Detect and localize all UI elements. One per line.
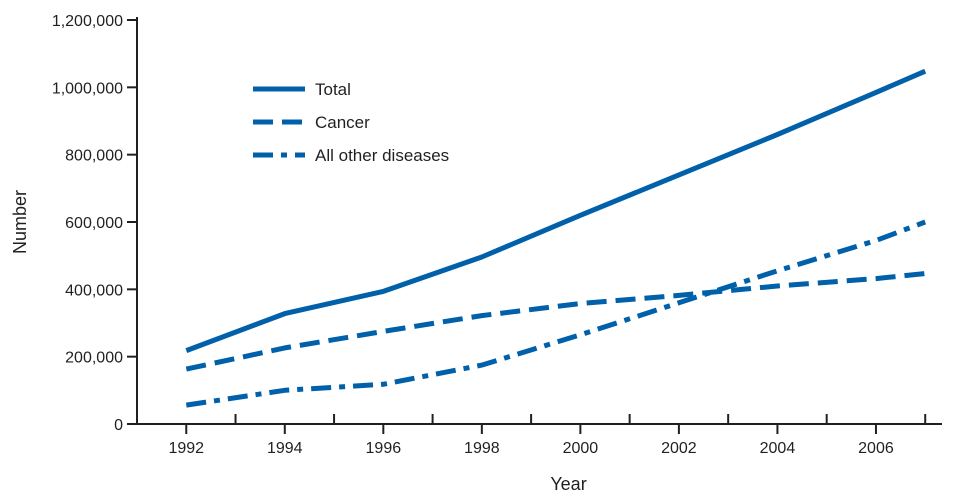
- y-tick-label: 400,000: [65, 282, 123, 299]
- series-line-total: [185, 68, 927, 353]
- y-tick-label: 200,000: [65, 350, 123, 367]
- legend-label: Total: [315, 80, 351, 99]
- y-tick-label: 800,000: [65, 148, 123, 165]
- y-ticks: 0 200,000 400,000 600,000 800,000 1,000,000 1,…: [52, 13, 137, 434]
- series-lines: [185, 68, 927, 408]
- x-tick-label: 1996: [366, 440, 402, 457]
- legend: Total Cancer All other diseases: [253, 80, 449, 165]
- legend-label: Cancer: [315, 113, 370, 132]
- y-tick-label: 1,200,000: [52, 13, 123, 30]
- legend-label: All other diseases: [315, 146, 449, 165]
- x-tick-label: 1998: [464, 440, 500, 457]
- y-tick-label: 0: [114, 417, 123, 434]
- x-tick-label: 2000: [563, 440, 599, 457]
- x-tick-label: 1994: [267, 440, 303, 457]
- y-tick-label: 600,000: [65, 215, 123, 232]
- x-tick-label: 2006: [858, 440, 894, 457]
- series-line-all-other-diseases: [185, 219, 927, 408]
- x-tick-label: 1992: [168, 440, 204, 457]
- y-tick-label: 1,000,000: [52, 80, 123, 97]
- x-tick-label: 2004: [760, 440, 796, 457]
- axes: [136, 17, 942, 425]
- y-axis-title: Number: [10, 190, 30, 254]
- x-axis-title: Year: [550, 474, 586, 492]
- series-line-cancer: [185, 271, 926, 372]
- x-tick-label: 2002: [661, 440, 697, 457]
- x-ticks: 1992 1994 1996 1998 2000 2002 2004 2006: [136, 414, 927, 457]
